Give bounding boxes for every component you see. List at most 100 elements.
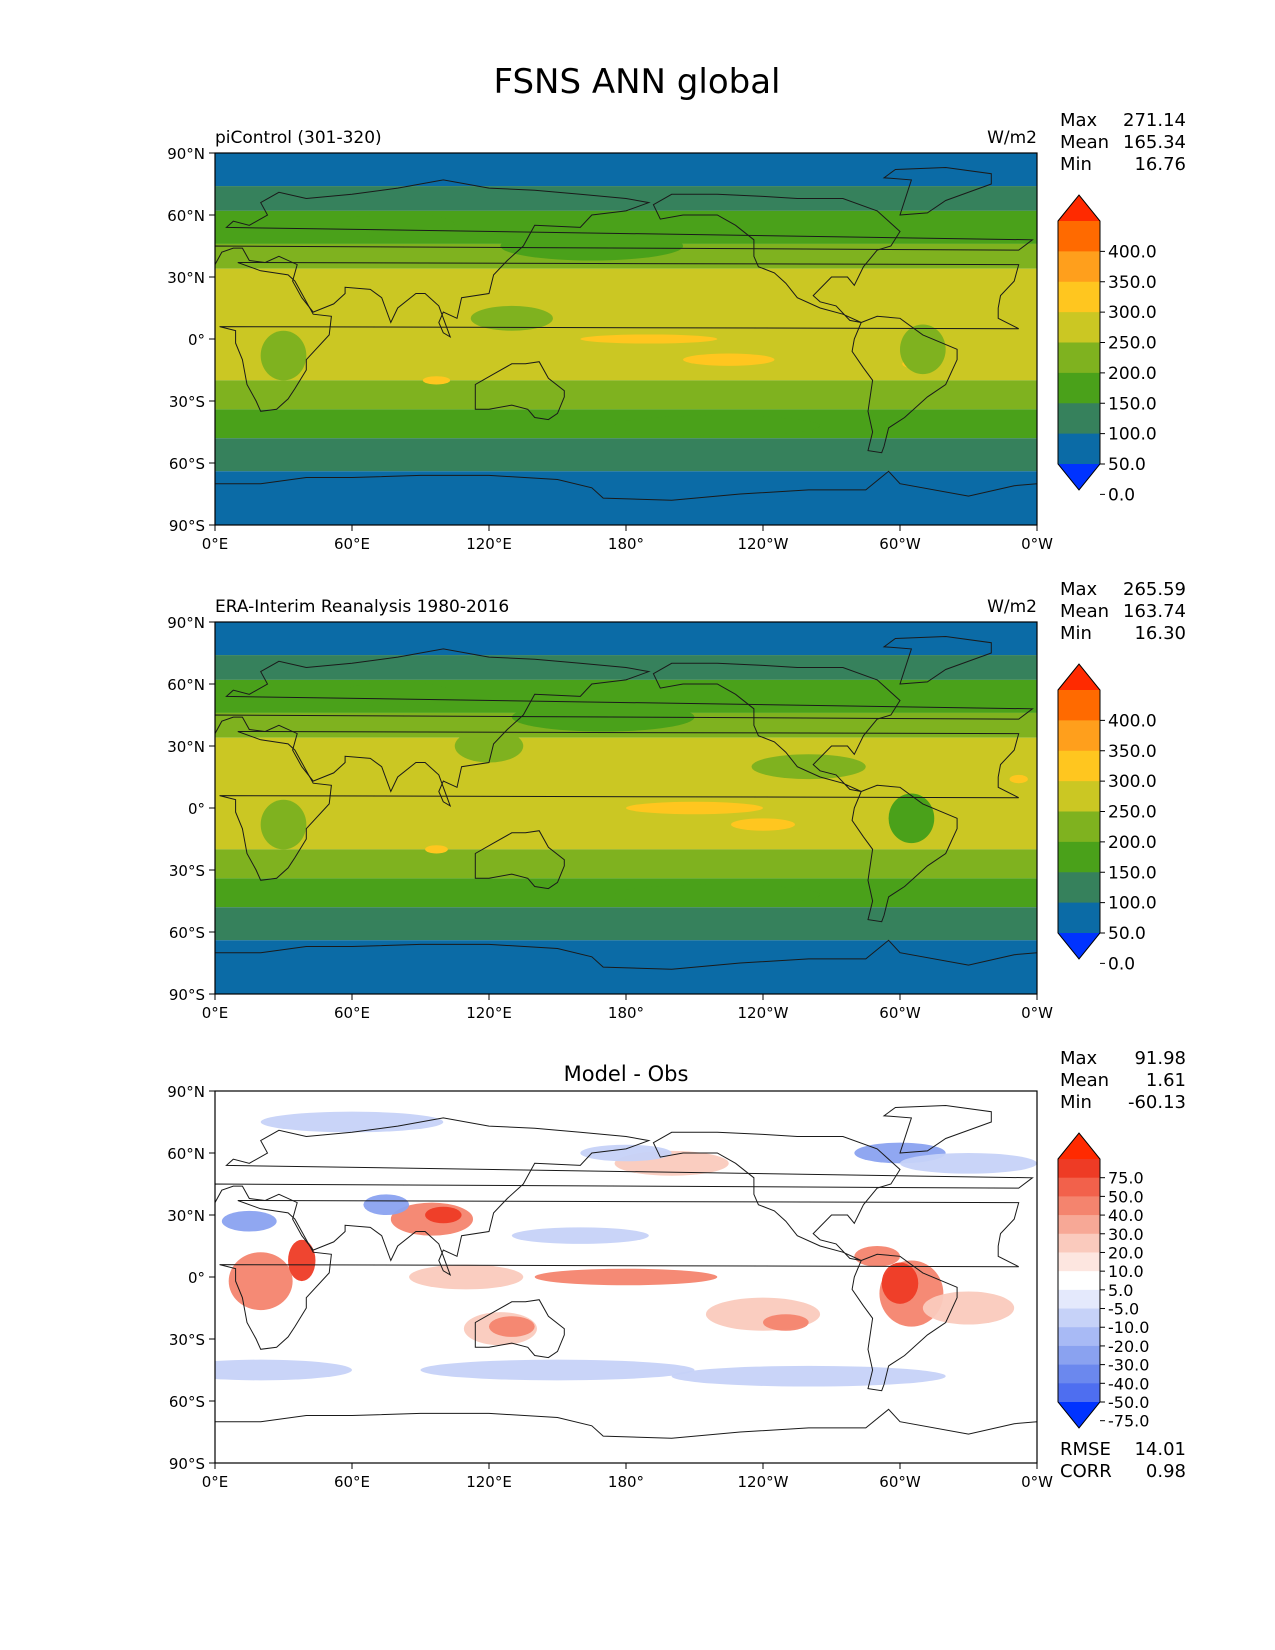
coastline-north-america: [652, 1131, 901, 1261]
lon-tick-label: 60°E: [334, 1473, 370, 1491]
stat-value-min: 16.30: [1134, 623, 1186, 644]
band-subpolar-south: [215, 907, 1037, 941]
colorbar-label: 5.0: [1108, 1281, 1133, 1300]
anomaly-region: [288, 1239, 316, 1282]
field-region: [260, 799, 307, 850]
lat-tick-label: 90°N: [167, 145, 205, 163]
coastlines: [215, 1104, 1037, 1463]
coastline-australia: [474, 830, 565, 890]
field-region: [751, 754, 866, 780]
field-region: [614, 884, 821, 906]
colorbar-label: 250.0: [1108, 803, 1157, 823]
colorbar-label: 40.0: [1108, 1206, 1144, 1225]
coastline-antarctica: [215, 1408, 1037, 1463]
colorbar-segment: [1058, 1196, 1100, 1216]
coastlines: [215, 166, 1037, 525]
colorbar-segment: [1058, 1271, 1100, 1291]
colorbar-segment: [1058, 781, 1100, 812]
lon-tick-label: 0°E: [202, 1473, 229, 1491]
lon-tick-label: 60°W: [879, 1473, 921, 1491]
panels: piControl (301-320) W/m2 90°N 60°N 30°N 0° 30°…: [167, 110, 1186, 1491]
stat-value-min: -60.13: [1128, 1092, 1186, 1113]
lat-tick-label: 30°S: [169, 393, 205, 411]
band-tropics: [215, 268, 1037, 381]
colorbar-segment: [1058, 1215, 1100, 1235]
field-region: [900, 324, 946, 375]
coastline-africa: [219, 1200, 1020, 1350]
panel-units: W/m2: [987, 597, 1037, 617]
coastline-north-america: [652, 193, 901, 323]
lat-tick-label: 60°N: [167, 207, 205, 225]
colorbar-segment: [1058, 1345, 1100, 1366]
colorbar-label: -50.0: [1108, 1393, 1149, 1412]
colorbar-segment: [1058, 750, 1100, 782]
panel-diff: Model - Obs 90°N 60°N 30°N 0° 30°S 60°S 90°S0°E…: [167, 1048, 1186, 1491]
field-region: [470, 305, 553, 331]
lat-tick-label: 60°N: [167, 1145, 205, 1163]
field-region: [731, 818, 795, 831]
lat-tick-label: 30°S: [169, 862, 205, 880]
field-region: [580, 334, 718, 344]
map-field: [215, 1091, 1037, 1463]
panel-test: piControl (301-320) W/m2 90°N 60°N 30°N 0° 30°…: [167, 110, 1186, 553]
stat-value-max: 91.98: [1134, 1048, 1186, 1069]
field-region: [1009, 774, 1028, 784]
colorbar-max-extension: [1058, 664, 1100, 690]
coastline-africa: [219, 262, 1020, 412]
field-region: [425, 845, 448, 854]
field-region: [422, 376, 451, 385]
coastline-south-america: [851, 784, 958, 923]
panel-units: W/m2: [987, 128, 1037, 148]
coastlines: [215, 635, 1037, 994]
anomaly-region: [580, 1144, 672, 1162]
stat-label-min: Min: [1060, 1092, 1092, 1113]
colorbar-label: -40.0: [1108, 1374, 1149, 1393]
colorbar-segment: [1058, 1289, 1100, 1310]
colorbar-segment: [1058, 342, 1100, 374]
anomaly-region: [228, 1252, 293, 1311]
colorbar-max-extension: [1058, 1133, 1100, 1159]
lat-tick-label: 30°N: [167, 738, 205, 756]
colorbar-segment: [1058, 902, 1100, 934]
coastline-australia: [474, 361, 565, 421]
stat-value-min: 16.76: [1134, 154, 1186, 175]
lon-tick-label: 60°E: [334, 535, 370, 553]
colorbar-segment: [1058, 872, 1100, 904]
colorbar-segment: [1058, 433, 1100, 465]
colorbar-min-extension: [1058, 1402, 1100, 1428]
coastline-antarctica: [215, 939, 1037, 994]
panel-reference: ERA-Interim Reanalysis 1980-2016 W/m2 90°N…: [167, 579, 1186, 1022]
colorbar-label: 400.0: [1108, 242, 1157, 262]
colorbar-label: -10.0: [1108, 1318, 1149, 1337]
anomaly-region: [534, 1268, 718, 1286]
lon-tick-label: 180°: [608, 1473, 644, 1491]
lon-tick-label: 0°W: [1021, 1004, 1053, 1022]
footer-value-rmse: 14.01: [1134, 1439, 1186, 1460]
field-region: [340, 212, 455, 238]
colorbar-label: -20.0: [1108, 1337, 1149, 1356]
lat-tick-label: 90°S: [169, 986, 205, 1004]
lat-tick-label: 0°: [188, 800, 205, 818]
field-region: [340, 681, 455, 707]
colorbar-label: 150.0: [1108, 863, 1157, 883]
field-region: [614, 415, 821, 437]
anomaly-region: [215, 1359, 352, 1381]
coastline-europe-asia: [215, 648, 1034, 808]
lat-tick-label: 60°N: [167, 676, 205, 694]
band-polar-north: [215, 622, 1037, 656]
colorbar-segment: [1058, 720, 1100, 752]
colorbar-label: 0.0: [1108, 954, 1135, 974]
colorbar-segment: [1058, 690, 1100, 721]
lon-tick-label: 120°W: [738, 1473, 789, 1491]
panel-left-title: ERA-Interim Reanalysis 1980-2016: [215, 597, 509, 617]
panel-left-title: piControl (301-320): [215, 128, 382, 148]
lat-tick-label: 30°N: [167, 1207, 205, 1225]
colorbar-segment: [1058, 372, 1100, 404]
lat-tick-label: 90°S: [169, 517, 205, 535]
lon-tick-label: 120°E: [466, 1473, 512, 1491]
anomaly-region: [511, 1227, 649, 1244]
band-polar-north: [215, 153, 1037, 187]
field-region: [500, 231, 684, 261]
colorbar-segment: [1058, 1252, 1100, 1272]
